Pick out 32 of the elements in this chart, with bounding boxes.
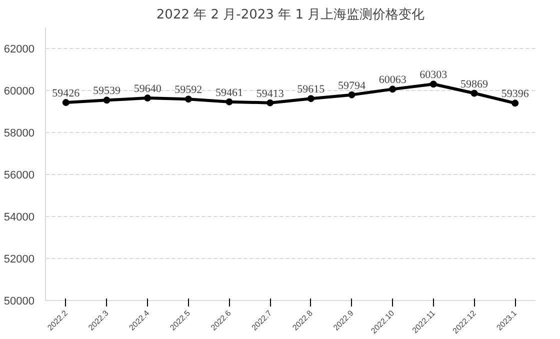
y-tick-label: 54000 [4,212,35,224]
point [430,80,437,88]
y-tick-label: 52000 [4,254,35,266]
data-label: 60063 [378,74,407,86]
data-label: 60303 [420,69,448,82]
data-label: 59640 [134,83,162,96]
point [348,91,356,98]
y-tick-label: 58000 [4,128,35,140]
data-label: 59539 [93,85,121,98]
point [103,96,110,104]
point [307,95,314,102]
y-tick-label: 60000 [4,86,35,98]
point [226,98,233,106]
data-label: 59461 [216,86,243,99]
data-label: 59615 [297,84,326,96]
point [389,86,396,93]
point [266,99,274,106]
data-label: 59396 [501,88,530,100]
point [144,94,152,102]
y-tick-label: 62000 [4,44,35,56]
chart-title: 2022 年 2 月-2023 年 1 月上海监测价格变化 [156,8,425,22]
y-tick-label: 56000 [4,170,35,182]
data-label: 59413 [256,88,284,100]
data-label: 59592 [174,84,202,96]
point [184,96,192,103]
point [512,100,519,107]
point [62,99,70,106]
y-tick-label: 50000 [4,296,35,308]
data-label: 59426 [52,88,80,100]
point [470,90,478,97]
data-label: 59794 [338,80,366,92]
data-label: 59869 [460,78,488,90]
